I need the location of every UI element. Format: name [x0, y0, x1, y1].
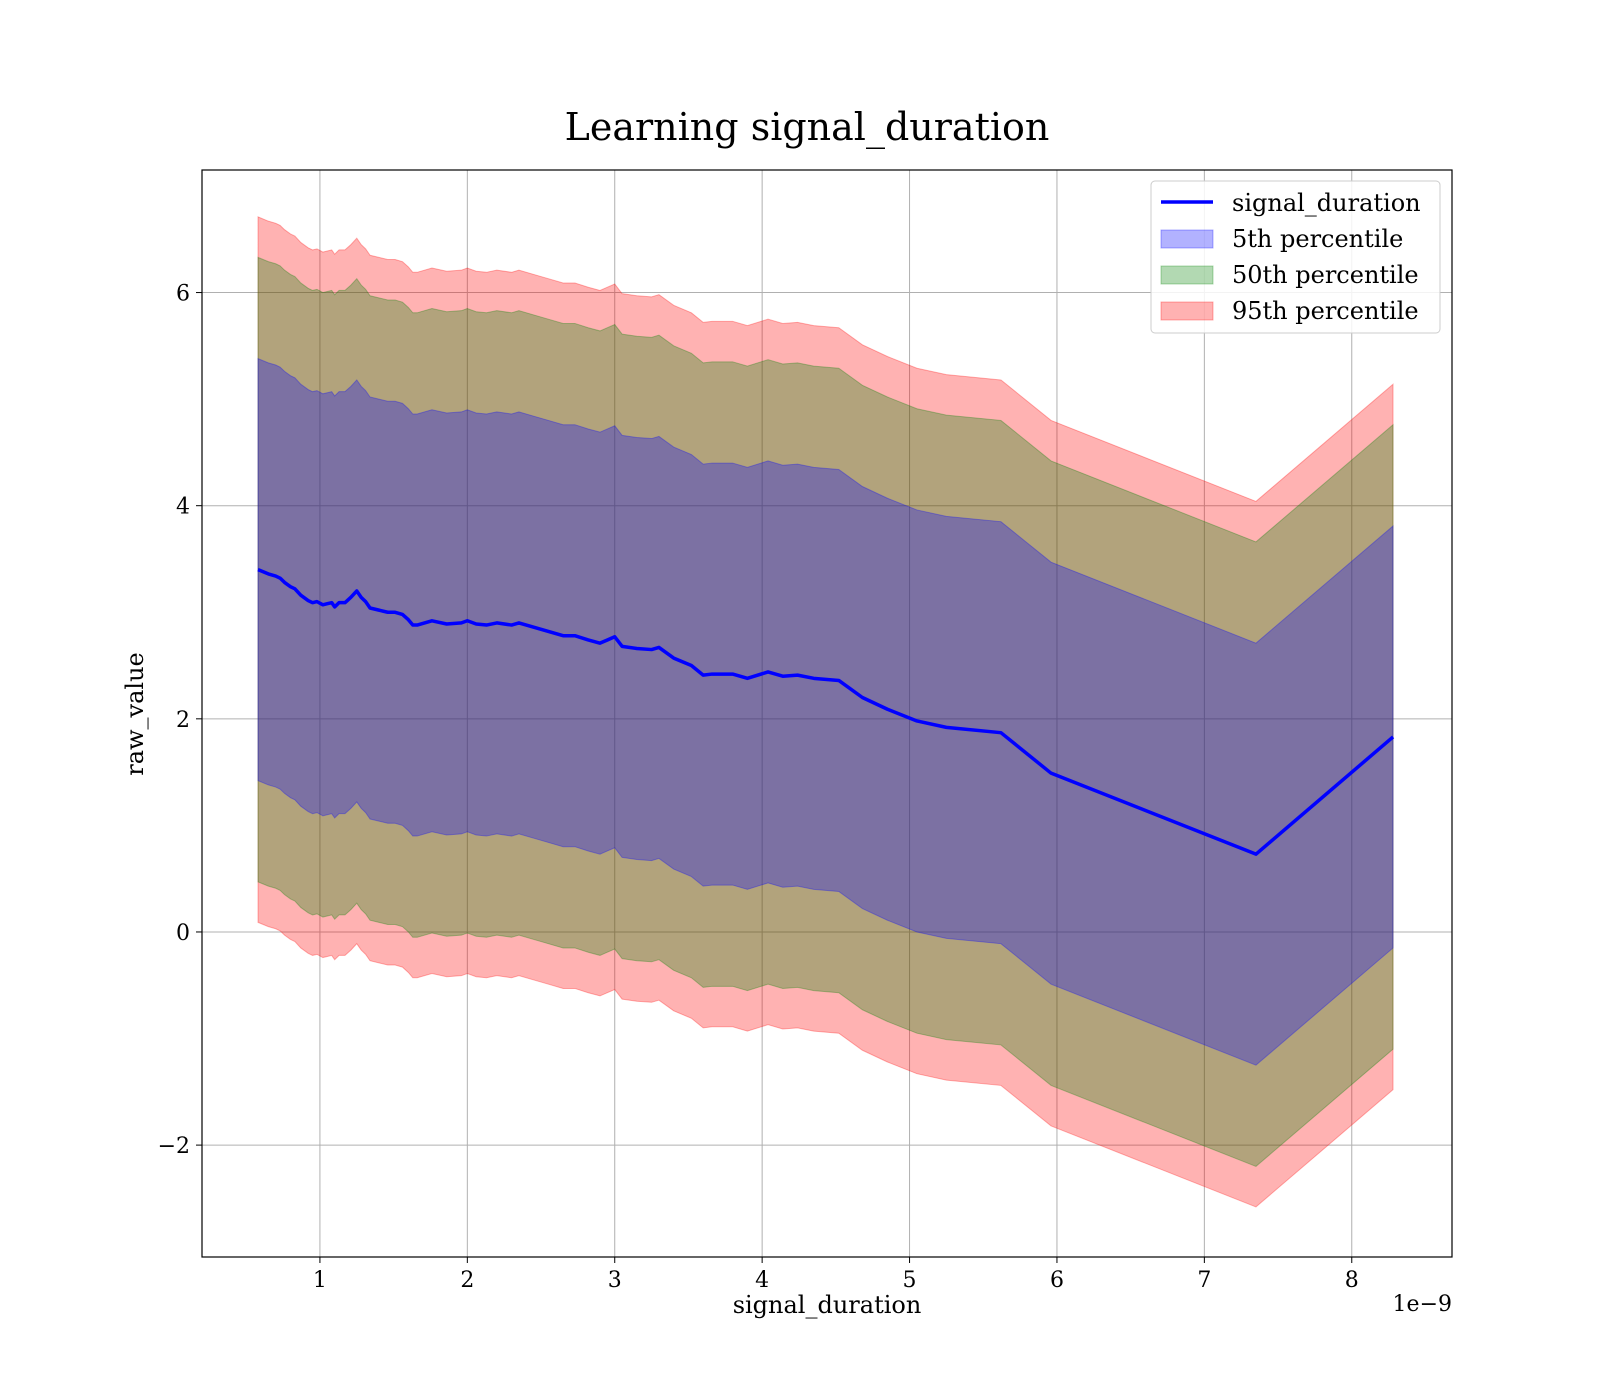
- x-tick-label: 5: [903, 1268, 917, 1293]
- x-tick-label: 1: [313, 1268, 327, 1293]
- y-tick-label: 2: [176, 708, 190, 733]
- series-line-signal-duration: [257, 568, 1395, 856]
- legend-swatch-5th: [1160, 229, 1214, 249]
- x-tick-label: 8: [1345, 1268, 1359, 1293]
- x-tick-label: 3: [608, 1268, 622, 1293]
- y-tick-label: −2: [158, 1134, 190, 1159]
- y-axis-ticks: −2 0 2 4 6: [158, 282, 202, 1159]
- x-tick-label: 2: [460, 1268, 474, 1293]
- x-axis-offset-label: 1e−9: [1393, 1292, 1452, 1317]
- x-tick-label: 6: [1050, 1268, 1064, 1293]
- x-tick-label: 7: [1197, 1268, 1211, 1293]
- y-tick-label: 0: [176, 921, 190, 946]
- legend-label-95th: 95th percentile: [1232, 297, 1419, 325]
- band-95th-percentile: [257, 216, 1394, 1208]
- y-tick-label: 6: [176, 282, 190, 307]
- chart-title: Learning signal_duration: [565, 105, 1050, 150]
- plot-area-frame: [201, 169, 1453, 1258]
- x-axis-label: signal_duration: [733, 1291, 922, 1319]
- legend-label-line: signal_duration: [1232, 189, 1421, 217]
- legend-swatch-95th: [1160, 301, 1214, 321]
- legend-box: [1150, 180, 1441, 334]
- y-axis-label: raw_value: [121, 652, 149, 776]
- percentile-bands: [257, 216, 1394, 1208]
- legend-label-5th: 5th percentile: [1232, 225, 1403, 253]
- y-tick-label: 4: [176, 495, 190, 520]
- x-tick-label: 4: [755, 1268, 769, 1293]
- legend: signal_duration 5th percentile 50th perc…: [1150, 180, 1441, 334]
- series-line-layer: [257, 568, 1395, 856]
- legend-label-50th: 50th percentile: [1232, 261, 1419, 289]
- band-5th-percentile: [257, 357, 1394, 1066]
- legend-swatch-50th: [1160, 265, 1214, 285]
- x-axis-ticks: 1 2 3 4 5 6 7 8: [313, 1257, 1359, 1293]
- band-50th-percentile: [257, 256, 1394, 1167]
